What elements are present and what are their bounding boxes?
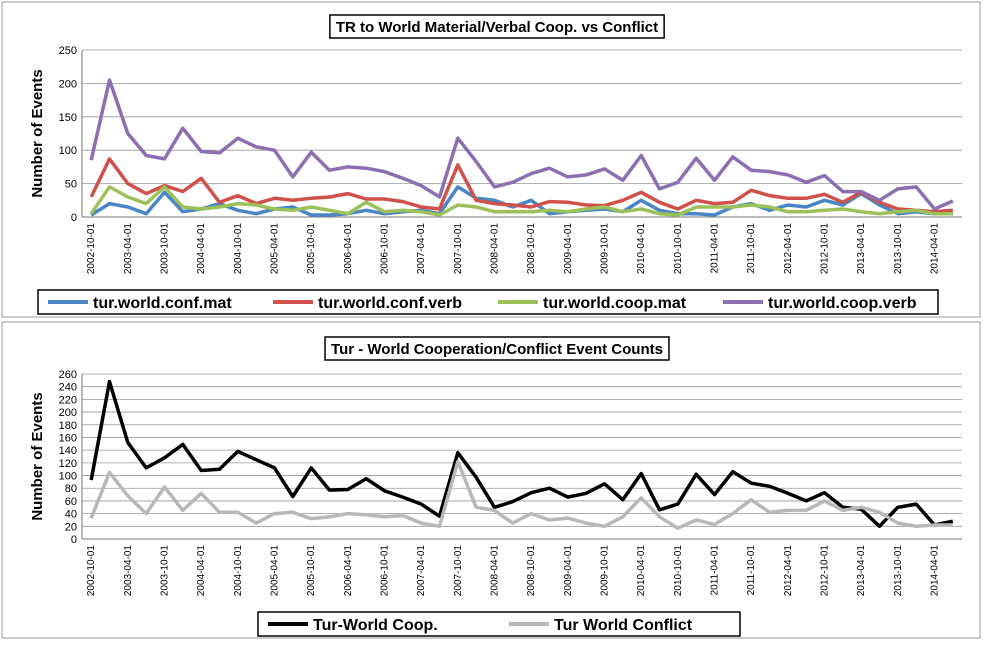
x-tick-label: 2008-10-01	[526, 223, 537, 275]
chart-frame	[1, 321, 981, 639]
series-line	[89, 185, 953, 217]
x-tick-label: 2004-04-01	[196, 223, 207, 275]
x-tick-label: 2011-04-01	[710, 545, 721, 596]
x-tick-label: 2008-04-01	[490, 223, 501, 275]
y-tick-label: 80	[65, 483, 77, 495]
legend-label: Tur World Conflict	[554, 617, 693, 634]
x-tick-label: 2013-10-01	[893, 223, 904, 275]
y-tick-label: 100	[59, 145, 77, 157]
x-tick-label: 2005-10-01	[306, 545, 317, 597]
x-tick-label: 2012-10-01	[820, 223, 831, 275]
series-line	[89, 459, 953, 530]
x-tick-label: 2008-10-01	[526, 545, 537, 597]
x-tick-label: 2004-10-01	[233, 545, 244, 597]
title-box	[324, 336, 670, 361]
chart-title: TR to World Material/Verbal Coop. vs Con…	[336, 19, 658, 36]
x-tick-label: 2007-10-01	[453, 223, 464, 275]
x-tick-label: 2013-04-01	[856, 223, 867, 275]
x-tick-label: 2005-04-01	[270, 545, 281, 597]
y-tick-label: 120	[59, 458, 77, 470]
legend-label: Tur-World Coop.	[313, 617, 438, 634]
series-line	[89, 157, 953, 214]
y-tick-label: 150	[59, 112, 77, 124]
title-box	[329, 14, 665, 39]
x-tick-label: 2014-04-01	[930, 545, 941, 597]
x-tick-label: 2002-10-01	[86, 223, 97, 275]
legend-box	[37, 289, 939, 315]
y-tick-label: 100	[59, 471, 77, 483]
y-tick-label: 0	[71, 212, 77, 224]
x-tick-label: 2007-04-01	[416, 545, 427, 597]
x-tick-label: 2009-04-01	[563, 545, 574, 597]
series-line	[90, 185, 953, 217]
x-tick-label: 2004-10-01	[233, 223, 244, 275]
y-tick-label: 40	[65, 509, 77, 521]
x-tick-label: 2008-04-01	[490, 545, 501, 597]
x-tick-label: 2014-04-01	[930, 223, 941, 275]
y-tick-label: 260	[59, 369, 77, 381]
y-tick-label: 20	[65, 521, 77, 533]
x-tick-label: 2003-10-01	[160, 545, 171, 597]
y-tick-label: 240	[59, 382, 77, 394]
y-tick-label: 50	[65, 179, 77, 191]
x-tick-label: 2003-04-01	[123, 545, 134, 597]
x-tick-label: 2011-10-01	[746, 545, 757, 596]
x-tick-label: 2012-04-01	[783, 545, 794, 597]
x-tick-label: 2013-04-01	[856, 545, 867, 597]
x-tick-label: 2007-10-01	[453, 545, 464, 597]
x-tick-label: 2005-04-01	[270, 223, 281, 275]
y-tick-label: 160	[59, 432, 77, 444]
x-tick-label: 2005-10-01	[306, 223, 317, 275]
y-axis-label: Number of Events	[29, 392, 46, 520]
y-tick-label: 180	[59, 420, 77, 432]
legend-label: tur.world.conf.mat	[93, 295, 232, 312]
x-tick-label: 2004-04-01	[196, 545, 207, 597]
x-tick-label: 2012-10-01	[820, 545, 831, 597]
x-tick-label: 2011-10-01	[746, 223, 757, 274]
x-tick-label: 2007-04-01	[416, 223, 427, 275]
legend-label: tur.world.coop.mat	[543, 295, 687, 312]
y-tick-label: 220	[59, 394, 77, 406]
x-tick-label: 2011-04-01	[710, 223, 721, 274]
series-line	[89, 78, 954, 211]
x-tick-label: 2006-10-01	[380, 545, 391, 597]
x-tick-label: 2012-04-01	[783, 223, 794, 275]
x-tick-label: 2010-04-01	[636, 223, 647, 275]
y-tick-label: 0	[71, 534, 77, 546]
x-tick-label: 2003-10-01	[160, 223, 171, 275]
legend-label: tur.world.coop.verb	[768, 295, 917, 312]
x-tick-label: 2010-04-01	[636, 545, 647, 597]
x-tick-label: 2002-10-01	[86, 545, 97, 597]
x-tick-label: 2009-10-01	[600, 223, 611, 275]
x-tick-label: 2003-04-01	[123, 223, 134, 275]
y-axis-label: Number of Events	[29, 69, 46, 197]
y-tick-label: 250	[59, 45, 77, 57]
x-tick-label: 2006-04-01	[343, 545, 354, 597]
y-tick-label: 200	[59, 78, 77, 90]
series-line	[89, 379, 954, 529]
legend-label: tur.world.conf.verb	[318, 295, 462, 312]
x-tick-label: 2013-10-01	[893, 545, 904, 597]
x-tick-label: 2009-10-01	[600, 545, 611, 597]
x-tick-label: 2010-10-01	[673, 223, 684, 275]
chart-title: Tur - World Cooperation/Conflict Event C…	[331, 341, 663, 358]
y-tick-label: 140	[59, 445, 77, 457]
x-tick-label: 2010-10-01	[673, 545, 684, 597]
y-tick-label: 200	[59, 407, 77, 419]
x-tick-label: 2009-04-01	[563, 223, 574, 275]
y-tick-label: 60	[65, 496, 77, 508]
legend-box	[257, 611, 741, 637]
x-tick-label: 2006-10-01	[380, 223, 391, 275]
x-tick-label: 2006-04-01	[343, 223, 354, 275]
